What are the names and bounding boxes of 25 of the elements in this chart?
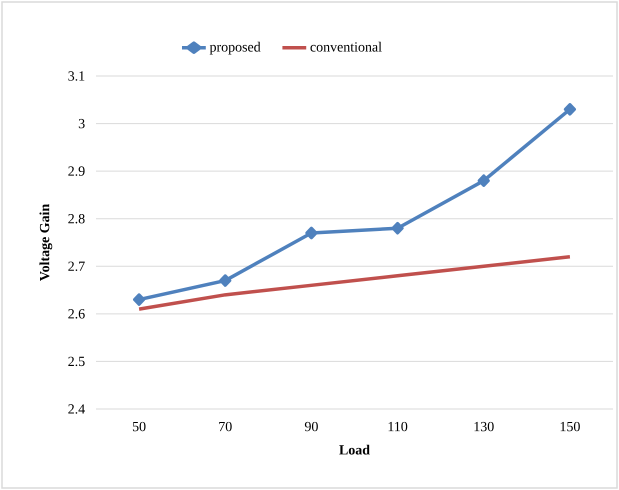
y-tick-label: 2.8 xyxy=(68,214,85,224)
y-tick-label: 2.7 xyxy=(68,262,85,272)
y-tick-label: 2.9 xyxy=(68,166,85,176)
x-axis-title: Load xyxy=(339,444,370,455)
y-tick-label: 2.6 xyxy=(68,309,85,319)
y-tick-label: 2.4 xyxy=(68,404,85,414)
x-tick-label: 90 xyxy=(304,422,318,432)
point xyxy=(133,293,146,306)
point xyxy=(564,103,576,116)
point xyxy=(305,226,318,240)
x-tick-label: 50 xyxy=(132,422,146,432)
point xyxy=(478,174,490,187)
y-tick-label: 2.5 xyxy=(68,356,85,366)
point xyxy=(219,274,232,287)
y-axis-title: Voltage Gain xyxy=(39,204,52,282)
x-tick-label: 150 xyxy=(560,422,580,432)
y-tick-label: 3.1 xyxy=(68,71,84,81)
line-series xyxy=(137,255,572,311)
x-tick-label: 130 xyxy=(474,422,494,432)
x-tick-label: 70 xyxy=(219,422,232,432)
legend-label: conventional xyxy=(310,42,382,52)
y-tick-label: 3 xyxy=(78,118,85,128)
point xyxy=(392,222,404,234)
x-tick-label: 110 xyxy=(388,422,408,432)
legend-label: proposed xyxy=(210,42,261,54)
